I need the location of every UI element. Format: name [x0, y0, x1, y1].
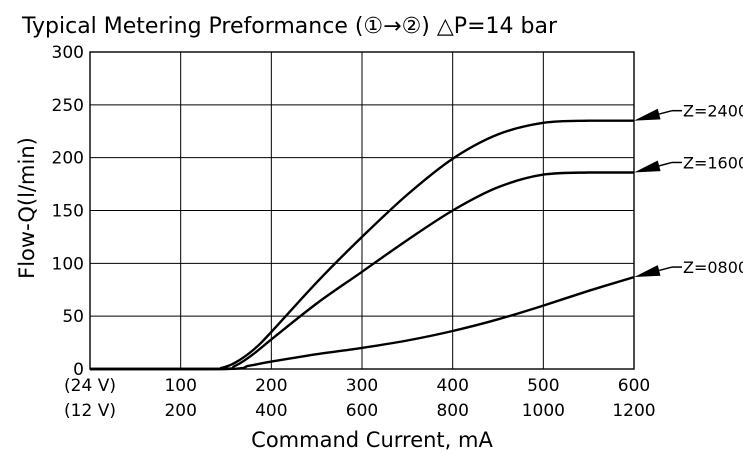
- x-axis-label: Command Current, mA: [251, 428, 493, 452]
- y-tick-label: 300: [52, 43, 84, 63]
- y-axis-label: Flow-Q(l/min): [15, 137, 39, 279]
- x-tick-label-24v: 400: [436, 376, 468, 396]
- plot-frame: [89, 51, 635, 370]
- arrow-head: [634, 160, 661, 173]
- series-label: Z=2400: [683, 102, 743, 121]
- x-tick-label-12v: 400: [255, 401, 287, 421]
- x-tick-label-12v: 200: [164, 401, 196, 421]
- series-label: Z=1600: [683, 153, 743, 172]
- series-label: Z=0800: [683, 258, 743, 277]
- x-tick-label-24v: 200: [255, 376, 287, 396]
- arrow-head: [634, 108, 661, 121]
- plot-grid: [89, 51, 635, 370]
- y-tick-label: 0: [73, 360, 84, 380]
- y-tick-label: 50: [62, 307, 84, 327]
- y-tick-label: 200: [52, 149, 84, 169]
- x-tick-label-24v: 100: [164, 376, 196, 396]
- arrow-head: [634, 265, 661, 278]
- x-tick-label-12v: 1200: [612, 401, 655, 421]
- leader-line: [658, 161, 673, 167]
- x-tick-label-12v: 800: [436, 401, 468, 421]
- y-tick-label: 150: [52, 202, 84, 222]
- chart-title: Typical Metering Preformance (①→②) △P=14…: [21, 14, 558, 39]
- x-tick-label-24v: (24 V): [64, 376, 116, 396]
- x-tick-label-12v: 600: [346, 401, 378, 421]
- y-tick-label: 250: [52, 96, 84, 116]
- series-line-z-0800: [90, 275, 635, 371]
- series-labels: Z=2400 Z=1600 Z=0800: [634, 102, 743, 278]
- x-tick-label-24v: 500: [527, 376, 559, 396]
- leader-line: [658, 109, 673, 115]
- series-lines: [90, 119, 635, 371]
- series-line-z-1600: [90, 171, 634, 371]
- y-tick-labels: 0 50 100 150 200 250 300: [52, 43, 84, 380]
- x-tick-label-24v: 600: [618, 376, 650, 396]
- x-tick-label-24v: 300: [346, 376, 378, 396]
- leader-line: [658, 266, 673, 272]
- x-tick-label-12v: 1000: [522, 401, 565, 421]
- y-tick-label: 100: [52, 254, 84, 274]
- x-tick-label-12v: (12 V): [64, 401, 116, 421]
- x-tick-labels: (24 V) 100 200 300 400 500 600 (12 V) 200 400 600 8…: [64, 376, 656, 421]
